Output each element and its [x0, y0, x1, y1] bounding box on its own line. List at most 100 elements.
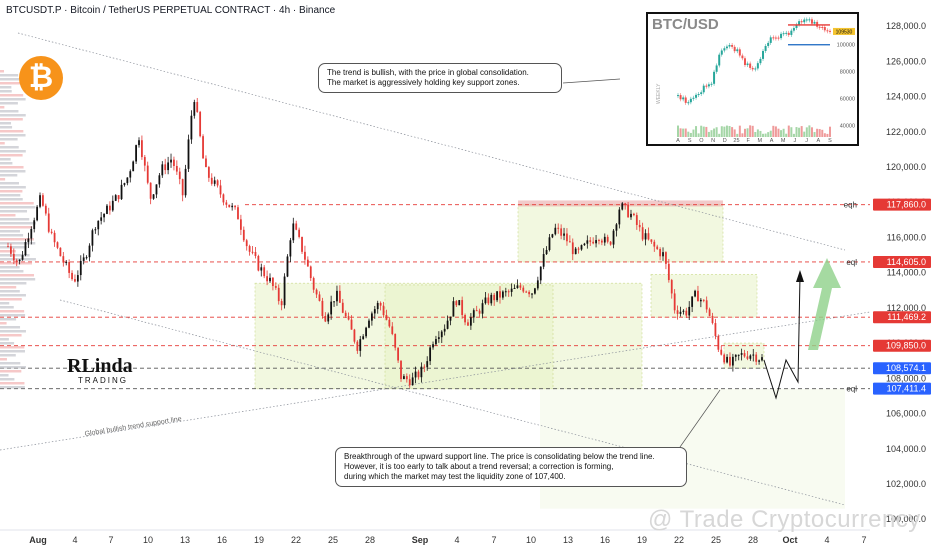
inset-volume-45 [792, 133, 795, 137]
candle-body-182 [536, 280, 539, 289]
profile-bar-21 [0, 154, 23, 157]
candle-body-64 [193, 102, 196, 116]
candle-body-160 [472, 310, 475, 318]
profile-bar-12 [0, 118, 23, 121]
candle-body-119 [353, 329, 356, 342]
candle-body-17 [56, 242, 59, 248]
inset-volume-51 [808, 125, 811, 137]
time-axis[interactable]: Aug 4 7 10 13 16 19 22 25 28 Sep 4 7 10 13 16 19 22 25 28 Oc… [0, 529, 870, 545]
candle-body-201 [592, 241, 595, 244]
inset-candle-0 [677, 95, 679, 97]
inset-volume-31 [756, 129, 759, 137]
candle-body-42 [129, 171, 132, 178]
candle-body-243 [714, 323, 717, 336]
candle-body-230 [676, 310, 679, 314]
candle-body-126 [373, 309, 376, 314]
inset-candle-27 [746, 63, 749, 66]
price-tick-0: 100,000.0 [886, 514, 926, 524]
inset-candle-10 [702, 85, 705, 93]
candle-body-81 [242, 229, 245, 241]
candle-body-163 [481, 303, 484, 314]
candle-body-151 [446, 320, 449, 329]
candle-body-43 [132, 161, 135, 172]
level-badge-4 [873, 362, 931, 375]
candle-body-22 [71, 272, 73, 280]
inset-ytick-0: 100000 [837, 43, 855, 49]
inset-candle-57 [823, 27, 826, 31]
profile-bar-35 [0, 210, 28, 213]
candle-body-30 [94, 229, 97, 231]
price-tick-4: 108,000.0 [886, 373, 926, 383]
profile-bar-60 [0, 310, 25, 313]
candle-body-223 [656, 246, 659, 250]
candle-body-35 [108, 205, 111, 211]
candle-body-155 [458, 300, 461, 306]
inset-volume-6 [692, 129, 695, 137]
inset-candle-16 [718, 54, 721, 66]
candle-body-101 [301, 236, 303, 252]
profile-bar-55 [0, 290, 20, 293]
candle-body-187 [551, 234, 554, 238]
candle-body-113 [336, 290, 338, 302]
profile-bar-4 [0, 86, 12, 89]
price-levels: eqh eql eql [0, 201, 870, 394]
candle-body-224 [659, 249, 662, 257]
candle-body-180 [531, 293, 533, 295]
profile-bar-56 [0, 294, 26, 297]
candle-body-13 [44, 205, 47, 214]
profile-bar-7 [0, 98, 26, 101]
candle-body-53 [161, 164, 164, 176]
inset-candle-32 [759, 58, 762, 64]
profile-bar-42 [0, 238, 34, 241]
candle-body-218 [641, 227, 644, 240]
profile-bar-45 [0, 250, 16, 253]
inset-title: BTC/USD [652, 16, 719, 33]
inset-volume-0 [677, 125, 679, 137]
inset-candle-35 [767, 42, 770, 46]
inset-volume-57 [823, 133, 826, 137]
time-tick-8: 25 [328, 535, 338, 545]
candle-body-40 [123, 183, 126, 185]
candle-body-136 [403, 376, 405, 380]
symbol-header[interactable]: BTCUSDT.P · Bitcoin / TetherUS PERPETUAL… [6, 5, 336, 16]
inset-volume-30 [754, 132, 757, 137]
price-tick-14: 128,000.0 [886, 21, 926, 31]
inset-ytick-2: 60000 [840, 96, 855, 102]
channel-lower [59, 299, 846, 506]
candle-body-185 [545, 249, 548, 255]
candle-body-129 [382, 305, 385, 316]
candle-body-251 [737, 354, 740, 356]
inset-candle-34 [764, 45, 767, 51]
profile-bar-63 [0, 322, 7, 325]
annotation-bottom: Breakthrough of the upward support line.… [335, 447, 687, 487]
profile-bar-72 [0, 358, 7, 361]
inset-candle-31 [756, 63, 759, 69]
inset-candle-41 [782, 33, 785, 35]
inset-candle-23 [736, 49, 739, 52]
inset-xtick-0: A [676, 138, 680, 144]
volume-profile [0, 70, 36, 389]
price-tick-13: 126,000.0 [886, 56, 926, 66]
time-tick-19: 28 [748, 535, 758, 545]
candle-body-123 [365, 327, 367, 337]
price-axis[interactable]: 100,000.0 102,000.0 104,000.0 106,000.0 108,… [871, 0, 932, 550]
profile-bar-44 [0, 246, 27, 249]
candle-body-49 [149, 182, 152, 199]
profile-bar-46 [0, 254, 30, 257]
candle-body-108 [321, 300, 324, 316]
inset-volume-47 [798, 127, 801, 137]
candle-body-147 [435, 339, 437, 345]
candle-body-157 [464, 315, 466, 323]
candle-body-28 [88, 245, 91, 258]
candle-body-175 [516, 285, 519, 289]
inset-volume-37 [772, 125, 775, 137]
inset-xtick-7: M [758, 138, 763, 144]
candle-body-54 [164, 164, 167, 171]
eqh-band [518, 200, 723, 207]
inset-volume-40 [780, 130, 783, 137]
inset-volume-35 [767, 132, 770, 137]
candles [7, 97, 763, 388]
candle-body-159 [469, 317, 472, 326]
